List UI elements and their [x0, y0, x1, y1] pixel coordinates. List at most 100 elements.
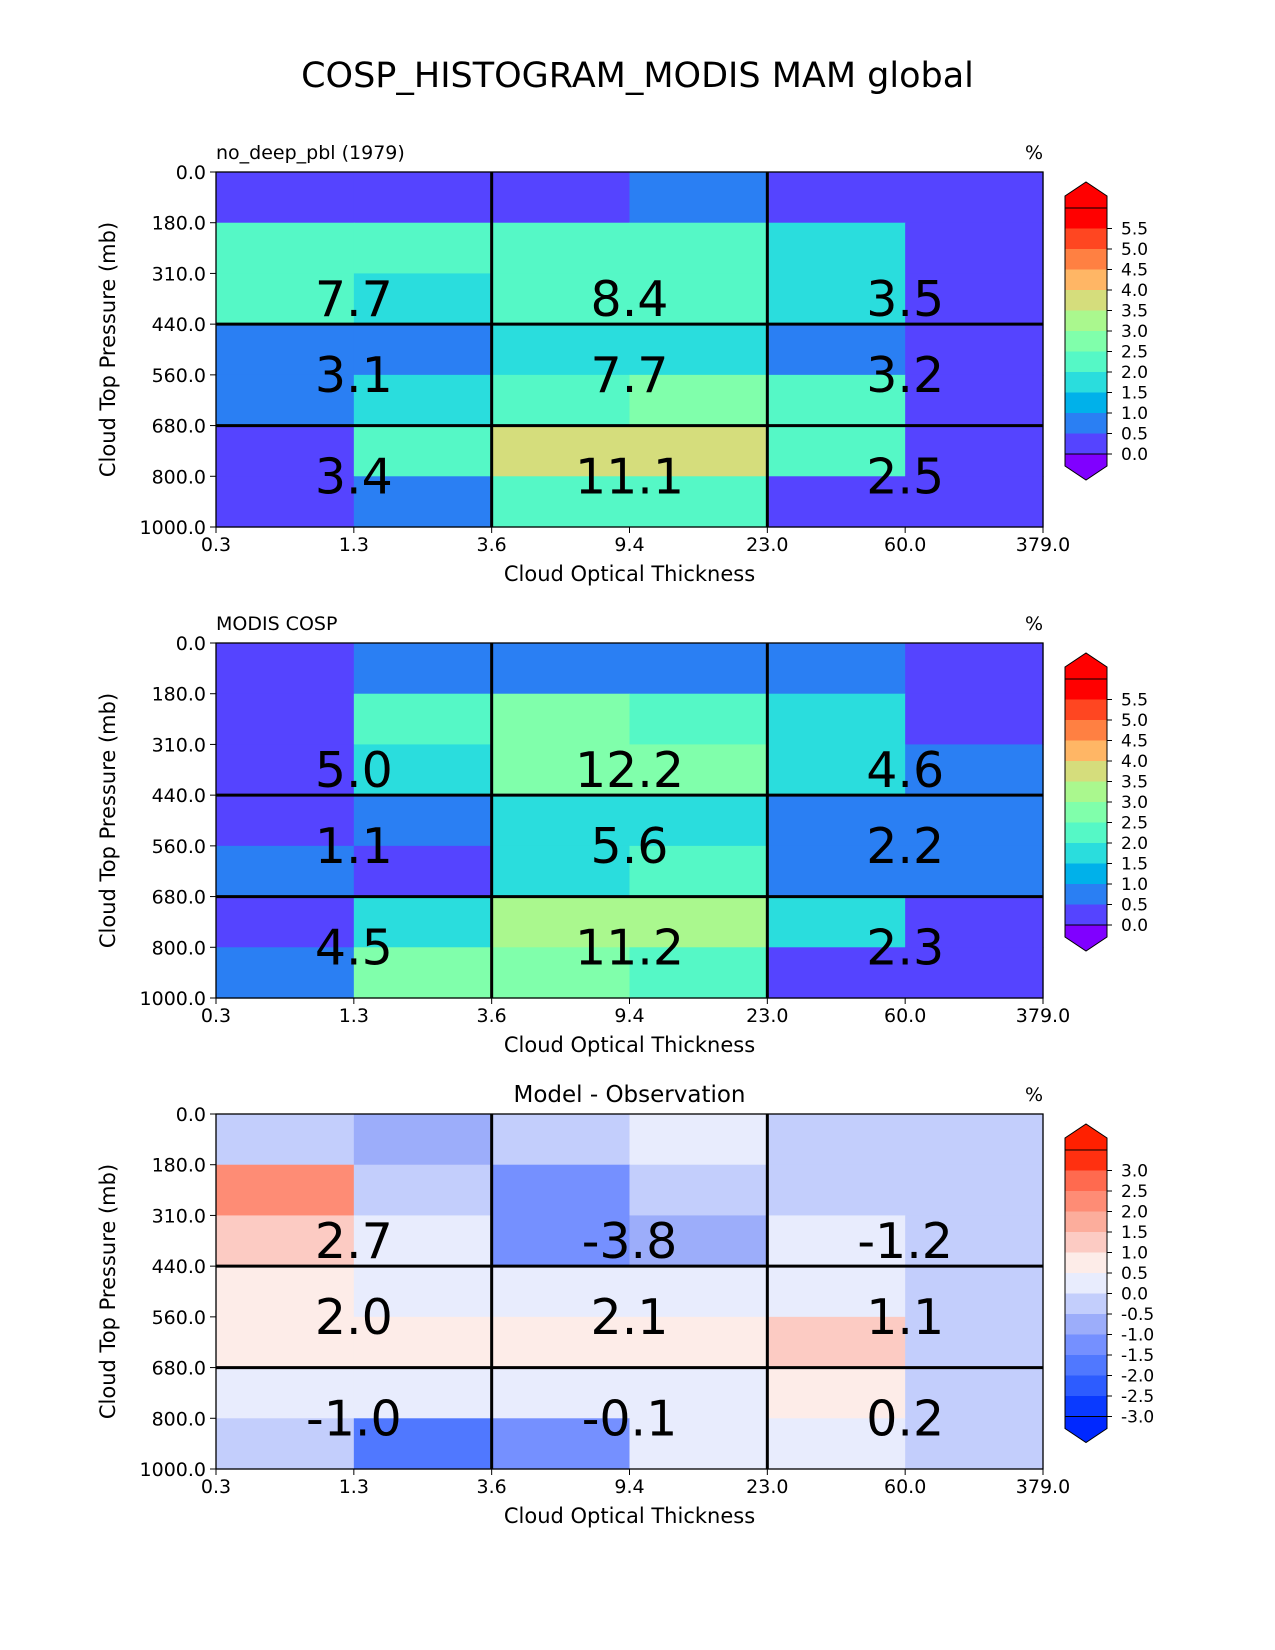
heatmap-cell	[216, 374, 355, 427]
heatmap-cell	[491, 374, 631, 427]
heatmap-cell	[767, 425, 906, 477]
y-tick-label: 560.0	[152, 365, 206, 387]
colorbar-tick-label: 3.5	[1121, 773, 1148, 793]
colorbar-segment	[1065, 843, 1107, 864]
colorbar-tick-label: 0.0	[1121, 916, 1148, 936]
heatmap-cell	[629, 222, 768, 275]
heatmap-cell	[353, 947, 493, 999]
heatmap-cell	[905, 693, 1044, 746]
heatmap-cell	[353, 1418, 493, 1470]
heatmap-cell	[629, 476, 768, 528]
heatmap-cell	[905, 324, 1044, 376]
heatmap-cell	[491, 744, 631, 796]
group-value-label: 3.2	[866, 347, 944, 404]
colorbar: 3.02.52.01.51.00.50.0-0.5-1.0-1.5-2.0-2.…	[1064, 1123, 1154, 1444]
heatmap-cell	[767, 476, 906, 528]
y-tick-label: 180.0	[152, 213, 206, 235]
colorbar-tick-label: 0.0	[1121, 445, 1148, 465]
heatmap-cell	[629, 1418, 768, 1470]
heatmap-cell	[905, 1418, 1044, 1470]
colorbar-tick-label: 2.5	[1121, 1182, 1148, 1202]
group-value-label: 1.1	[315, 818, 393, 875]
colorbar-tick-label: -2.0	[1121, 1367, 1154, 1387]
group-value-label: 3.1	[315, 347, 393, 404]
colorbar-tick-label: -1.0	[1121, 1326, 1154, 1346]
figure-title: COSP_HISTOGRAM_MODIS MAM global	[301, 56, 974, 96]
colorbar-over-extension	[1064, 1123, 1108, 1151]
heatmap-cell	[216, 324, 355, 376]
heatmap-cell	[491, 795, 631, 847]
heatmap-cell	[767, 896, 906, 948]
colorbar-segment	[1065, 208, 1107, 229]
heatmap-panel-3: 2.7 -3.8 -1.2 2.0 2.1 1.1 -1.0 -0.1 0.2 0.3 1.3 3.6…	[96, 1082, 1154, 1528]
heatmap-cell	[629, 374, 768, 427]
colorbar-segment	[1065, 1293, 1107, 1315]
heatmap-cell	[353, 744, 493, 796]
heatmap-cell	[491, 1215, 631, 1267]
colorbar-segment	[1065, 290, 1107, 311]
heatmap-cell	[216, 1418, 355, 1470]
heatmap-cell	[491, 1266, 631, 1318]
colorbar-tick-label: 3.0	[1121, 322, 1148, 342]
colorbar-segment	[1065, 781, 1107, 803]
heatmap-cell	[353, 1215, 493, 1267]
heatmap-cell	[491, 1114, 631, 1166]
panel-left-title: MODIS COSP	[216, 613, 337, 635]
heatmap-cell	[216, 744, 355, 796]
heatmap-cell	[767, 1215, 906, 1267]
group-value-label: -1.0	[306, 1390, 402, 1447]
heatmap-cell	[216, 1316, 355, 1369]
heatmap-cell	[905, 744, 1044, 796]
colorbar-tick-label: 4.0	[1121, 752, 1148, 772]
panel-title: Model - Observation	[513, 1082, 745, 1108]
heatmap-cell	[905, 896, 1044, 948]
y-tick-label: 560.0	[152, 836, 206, 858]
heatmap-cell	[767, 273, 906, 325]
colorbar-segment	[1065, 1211, 1107, 1233]
heatmap-cell	[353, 795, 493, 847]
x-tick-label: 379.0	[1016, 534, 1070, 556]
y-tick-label: 440.0	[152, 1256, 206, 1278]
y-tick-label: 800.0	[152, 466, 206, 488]
heatmap-cell	[491, 1164, 631, 1217]
group-value-label: 8.4	[591, 271, 669, 328]
colorbar-under-extension	[1064, 924, 1108, 952]
group-value-label: -0.1	[582, 1390, 678, 1447]
heatmap-cell	[629, 425, 768, 477]
heatmap-cell	[216, 425, 355, 477]
colorbar-segment	[1065, 269, 1107, 291]
colorbar-tick-label: 3.0	[1121, 1162, 1148, 1182]
colorbar-segment	[1065, 740, 1107, 762]
heatmap-cell	[216, 1164, 355, 1217]
heatmap-cell	[491, 222, 631, 275]
heatmap-cell	[216, 643, 355, 695]
heatmap-cell	[905, 947, 1044, 999]
heatmap-cell	[905, 1367, 1044, 1419]
heatmap-cell	[353, 1316, 493, 1369]
x-axis-label: Cloud Optical Thickness	[504, 562, 755, 586]
colorbar-tick-label: 3.5	[1121, 302, 1148, 322]
colorbar-tick-label: 5.0	[1121, 240, 1148, 260]
group-value-label: 2.2	[866, 818, 944, 875]
colorbar-tick-label: 4.5	[1121, 732, 1148, 752]
group-value-label: 3.5	[866, 271, 944, 328]
colorbar-segment	[1065, 679, 1107, 700]
colorbar-tick-label: 5.5	[1121, 220, 1148, 240]
heatmap-cell	[629, 947, 768, 999]
colorbar-tick-label: 2.0	[1121, 1203, 1148, 1223]
colorbar-segment	[1065, 433, 1107, 455]
heatmap-cell	[216, 1266, 355, 1318]
heatmap-cell	[216, 476, 355, 528]
colorbar-tick-label: 5.5	[1121, 691, 1148, 711]
y-tick-label: 310.0	[152, 1205, 206, 1227]
group-value-label: 1.1	[866, 1289, 944, 1346]
colorbar-segment	[1065, 1170, 1107, 1192]
heatmap-cell	[353, 476, 493, 528]
heatmap-cell	[216, 172, 355, 224]
heatmap-cell	[353, 896, 493, 948]
y-axis-label: Cloud Top Pressure (mb)	[96, 222, 120, 477]
heatmap-cell	[905, 273, 1044, 325]
heatmap-cell	[629, 172, 768, 224]
colorbar-segment	[1065, 1252, 1107, 1274]
